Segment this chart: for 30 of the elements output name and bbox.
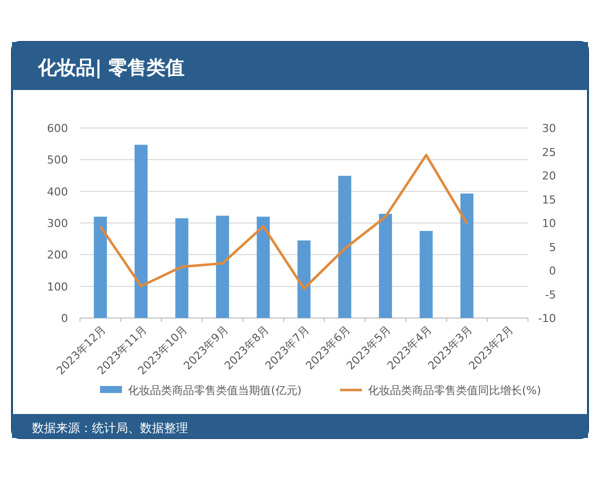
legend-label: 化妆品类商品零售类值当期值(亿元) bbox=[128, 384, 302, 397]
y2-tick-label: 5 bbox=[549, 240, 556, 254]
bar bbox=[256, 216, 270, 318]
chart-title: 化妆品| 零售类值 bbox=[37, 57, 185, 79]
y-tick-label: 400 bbox=[47, 185, 68, 198]
y-tick-label: 600 bbox=[47, 122, 68, 135]
bar bbox=[175, 218, 188, 318]
y-tick-label: 500 bbox=[47, 154, 68, 167]
y2-tick-label: 15 bbox=[542, 193, 556, 206]
y2-tick-label: -10 bbox=[538, 312, 556, 325]
bar bbox=[134, 144, 148, 318]
y-tick-label: 0 bbox=[61, 312, 68, 325]
y-tick-label: 300 bbox=[47, 217, 68, 230]
y-tick-label: 200 bbox=[47, 248, 68, 262]
y2-tick-label: -5 bbox=[545, 288, 556, 302]
legend-label: 化妆品类商品零售类值同比增长(%) bbox=[368, 384, 542, 397]
bar bbox=[297, 240, 311, 318]
y2-tick-label: 25 bbox=[542, 146, 556, 159]
y2-tick-label: 30 bbox=[542, 122, 556, 135]
bar bbox=[216, 216, 230, 318]
bar bbox=[378, 214, 392, 318]
source-note: 数据来源：统计局、数据整理 bbox=[32, 421, 188, 435]
y2-tick-label: 20 bbox=[542, 170, 556, 182]
bar bbox=[94, 216, 107, 318]
y2-tick-label: 10 bbox=[542, 217, 556, 230]
bar bbox=[338, 176, 352, 318]
bar bbox=[420, 230, 433, 318]
y-tick-label: 100 bbox=[47, 280, 68, 294]
bar bbox=[460, 194, 474, 318]
y2-tick-label: 0 bbox=[549, 264, 556, 278]
